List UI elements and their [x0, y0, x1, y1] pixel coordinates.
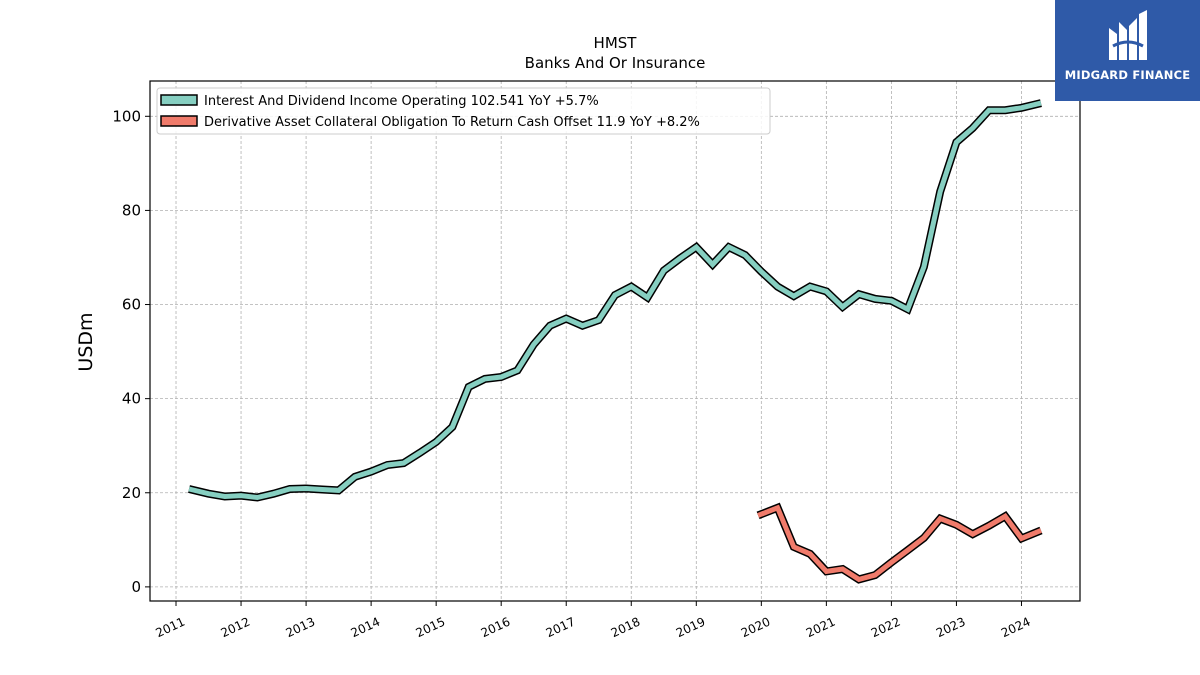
x-tick-label: 2015 — [414, 615, 448, 641]
x-tick-label: 2019 — [674, 615, 708, 641]
x-tick-label: 2021 — [804, 615, 838, 641]
x-tick-label: 2024 — [999, 615, 1033, 641]
y-tick-label: 60 — [122, 296, 141, 314]
x-tick-label: 2018 — [609, 615, 643, 641]
y-tick-label: 100 — [112, 107, 141, 125]
legend-label: Derivative Asset Collateral Obligation T… — [204, 115, 700, 130]
chart-subtitle: Banks And Or Insurance — [525, 54, 706, 72]
series-2 — [756, 502, 1043, 584]
x-tick-label: 2023 — [934, 615, 968, 641]
series-layer — [188, 99, 1043, 584]
logo-text: MIDGARD FINANCE — [1064, 68, 1191, 82]
y-tick-label: 80 — [122, 201, 141, 219]
x-tick-label: 2011 — [154, 615, 188, 641]
x-tick-label: 2020 — [739, 615, 773, 641]
logo: MIDGARD FINANCE — [1055, 0, 1200, 101]
x-tick-label: 2012 — [219, 615, 253, 641]
y-axis-label: USDm — [75, 312, 97, 371]
legend-swatch — [160, 94, 198, 106]
x-tick-label: 2016 — [479, 615, 513, 641]
plot-frame — [149, 80, 1081, 602]
x-tick-label: 2013 — [284, 615, 318, 641]
series-line — [188, 100, 1042, 501]
series-line — [757, 504, 1042, 583]
legend-label: Interest And Dividend Income Operating 1… — [204, 94, 599, 109]
legend-swatch — [160, 115, 198, 127]
chart-title: HMST — [594, 34, 638, 52]
y-tick-label: 0 — [131, 578, 141, 596]
legend: Interest And Dividend Income Operating 1… — [156, 87, 771, 135]
x-tick-label: 2017 — [544, 615, 578, 641]
y-tick-label: 40 — [122, 390, 141, 408]
x-tick-label: 2022 — [869, 615, 903, 641]
legend-box — [156, 87, 771, 135]
y-tick-label: 20 — [122, 484, 141, 502]
x-tick-label: 2014 — [349, 615, 383, 641]
series-1 — [188, 99, 1042, 502]
logo-mark-icon — [1109, 10, 1147, 60]
